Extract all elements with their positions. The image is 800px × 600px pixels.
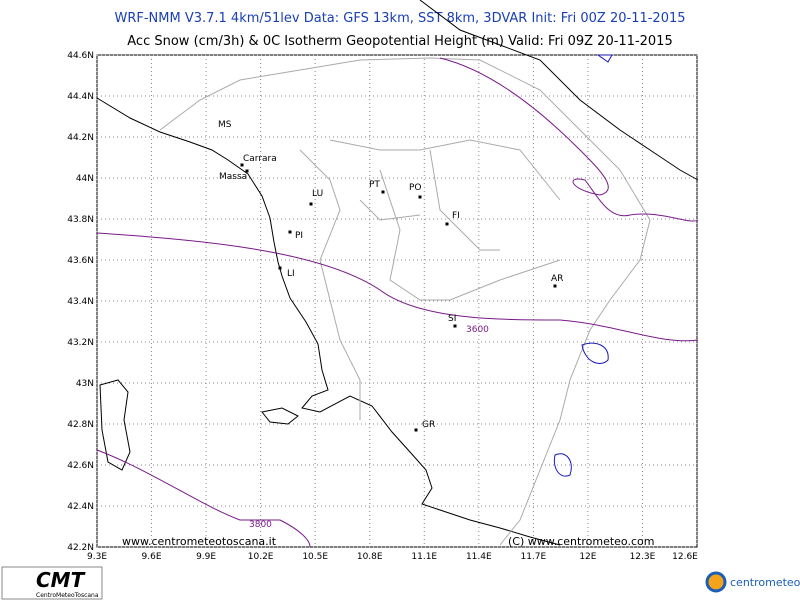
corsica-coast [99, 379, 131, 471]
contour-label: 3800 [249, 520, 272, 530]
lon-tick-label: 10.8E [357, 552, 383, 562]
city-dot [453, 324, 457, 328]
lon-tick-label: 10.2E [248, 552, 274, 562]
lon-tick-label: 12.6E [672, 552, 698, 562]
city-label: Carrara [243, 154, 277, 164]
region-borders [159, 57, 651, 546]
lon-tick-label: 12.3E [630, 552, 656, 562]
city-dot [240, 163, 244, 167]
city-dot [445, 222, 449, 226]
city-label: LU [312, 189, 323, 199]
lat-tick-label: 44.4N [67, 92, 94, 102]
lon-tick-label: 9.3E [87, 552, 107, 562]
city-dot [553, 284, 557, 288]
lat-tick-label: 43.4N [67, 297, 94, 307]
city-label: Massa [219, 172, 247, 182]
lat-tick-label: 42.4N [67, 502, 94, 512]
lat-tick-label: 42.2N [67, 543, 94, 553]
logo-left-sub: CentroMeteoToscana [36, 592, 99, 599]
city-label: AR [551, 274, 563, 284]
lat-tick-label: 43N [76, 379, 94, 389]
city-label: PT [369, 180, 380, 190]
city-dot [288, 230, 292, 234]
adriatic-coast [419, 0, 699, 181]
lat-tick-label: 42.6N [67, 461, 94, 471]
coastline [96, 97, 561, 546]
grid: 9.3E 9.6E 9.9E 10.2E 10.5E 10.8E 11.1E 11.4E 11.… [67, 51, 698, 562]
contour-label: 3600 [466, 325, 489, 335]
lat-tick-label: 43.2N [67, 338, 94, 348]
city-dot [418, 195, 422, 199]
watermark: (C) www.centrometeo.com [508, 535, 654, 548]
isotherm-north [439, 57, 699, 222]
isotherm-3600 [96, 232, 699, 342]
header-line2: Acc Snow (cm/3h) & 0C Isotherm Geopotent… [127, 34, 672, 49]
city-label: SI [448, 314, 456, 324]
lat-tick-label: 44N [76, 174, 94, 184]
city-dot [245, 169, 249, 173]
lat-tick-label: 42.8N [67, 420, 94, 430]
city-dot [278, 266, 282, 270]
logo-right-icon [705, 571, 727, 593]
lon-tick-label: 12E [579, 552, 596, 562]
lat-tick-label: 44.2N [67, 133, 94, 143]
city-label: MS [218, 120, 232, 130]
lon-tick-label: 9.6E [142, 552, 162, 562]
header-line1: WRF-NMM V3.7.1 4km/51lev Data: GFS 13km,… [114, 11, 685, 26]
logo-left-box [1, 566, 103, 600]
elba-coast [261, 407, 299, 425]
labels: MS Carrara Massa LU PT PO FI PI LI SI AR GR 3600 3800… [122, 120, 654, 548]
isotherm-3800 [96, 449, 311, 548]
snow-contours [553, 54, 613, 477]
logo-right: centrometeo [730, 576, 800, 589]
lat-tick-label: 44.6N [67, 51, 94, 61]
lon-tick-label: 11.7E [520, 552, 546, 562]
city-label: FI [452, 211, 460, 221]
lon-tick-label: 10.5E [302, 552, 328, 562]
logo-left: CMT [36, 568, 86, 592]
watermark: www.centrometeotoscana.it [122, 535, 277, 548]
city-dot [414, 428, 418, 432]
city-dot [381, 190, 385, 194]
lat-tick-label: 43.8N [67, 215, 94, 225]
lon-tick-label: 11.1E [411, 552, 437, 562]
lat-tick-label: 43.6N [67, 256, 94, 266]
city-label: PI [295, 231, 303, 241]
lon-tick-label: 11.4E [466, 552, 492, 562]
city-label: LI [287, 269, 295, 279]
lon-tick-label: 9.9E [196, 552, 216, 562]
city-label: PO [409, 183, 422, 193]
city-dot [309, 202, 313, 206]
city-label: GR [422, 420, 435, 430]
